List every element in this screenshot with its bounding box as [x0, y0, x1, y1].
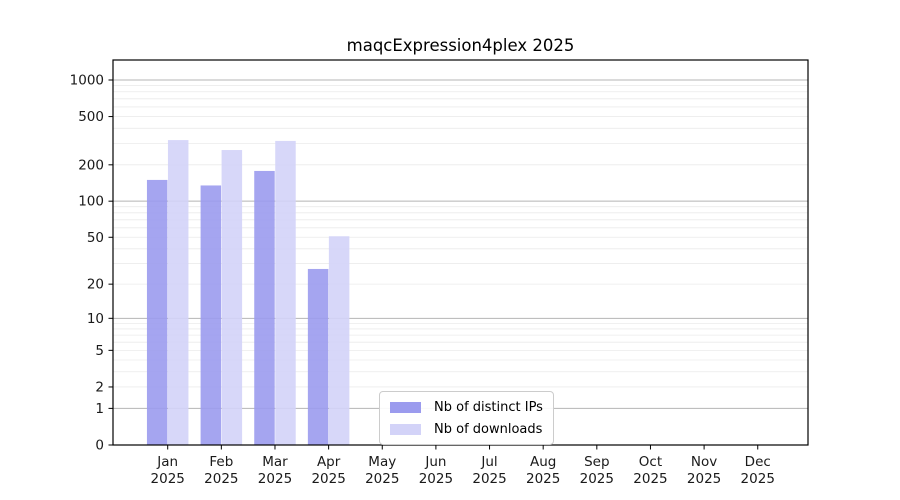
x-tick-label-month: Aug — [530, 454, 556, 470]
x-tick-label-year: 2025 — [687, 471, 721, 487]
bar-mar-downloads — [275, 140, 296, 445]
bar-apr-distinct-ips — [307, 268, 329, 445]
legend: Nb of distinct IPs Nb of downloads — [379, 391, 554, 445]
x-tick-label-month: Jun — [424, 454, 446, 470]
x-tick-label-year: 2025 — [365, 471, 399, 487]
x-tick-label-year: 2025 — [419, 471, 453, 487]
x-tick-label-year: 2025 — [472, 471, 506, 487]
bar-feb-downloads — [221, 150, 243, 445]
x-tick-label-month: May — [368, 454, 396, 470]
bar-apr-downloads — [328, 236, 350, 445]
x-tick-label-month: Apr — [317, 454, 341, 470]
y-tick-label: 500 — [78, 109, 104, 125]
x-tick-label-year: 2025 — [151, 471, 185, 487]
plot-border — [112, 59, 809, 446]
x-tick-label-year: 2025 — [258, 471, 292, 487]
x-tick-label-year: 2025 — [204, 471, 238, 487]
legend-swatch-distinct-ips — [390, 401, 421, 413]
legend-label-downloads: Nb of downloads — [434, 421, 543, 437]
y-tick-label: 1000 — [70, 73, 104, 89]
legend-item-distinct-ips: Nb of distinct IPs — [390, 399, 543, 415]
y-tick-label: 1 — [95, 401, 104, 417]
y-tick-label: 20 — [87, 277, 104, 293]
x-tick-label-month: Feb — [209, 454, 233, 470]
x-tick-label-year: 2025 — [580, 471, 614, 487]
y-tick-label: 50 — [87, 230, 104, 246]
legend-swatch-downloads — [390, 423, 421, 435]
x-tick-label-month: Jan — [156, 454, 178, 470]
x-tick-label-month: Dec — [745, 454, 771, 470]
chart-title: maqcExpression4plex 2025 — [346, 36, 575, 55]
x-tick-label-year: 2025 — [526, 471, 560, 487]
x-tick-label-month: Sep — [584, 454, 609, 470]
y-tick-label: 200 — [78, 157, 104, 173]
y-tick-label: 5 — [95, 343, 104, 359]
y-tick-label: 100 — [78, 194, 104, 210]
legend-label-distinct-ips: Nb of distinct IPs — [434, 399, 543, 415]
legend-item-downloads: Nb of downloads — [390, 421, 543, 437]
bar-feb-distinct-ips — [200, 185, 222, 446]
x-tick-label-month: Oct — [639, 454, 662, 470]
x-tick-label-month: Jul — [480, 454, 497, 470]
x-tick-label-year: 2025 — [741, 471, 775, 487]
bar-mar-distinct-ips — [254, 170, 275, 445]
y-tick-label: 2 — [95, 379, 104, 395]
bar-jan-distinct-ips — [146, 179, 168, 445]
y-tick-label: 0 — [95, 438, 104, 454]
x-tick-label-year: 2025 — [311, 471, 345, 487]
bar-jan-downloads — [167, 140, 189, 446]
y-tick-label: 10 — [87, 311, 104, 327]
x-tick-label-month: Mar — [262, 454, 288, 470]
x-tick-label-month: Nov — [691, 454, 717, 470]
x-tick-label-year: 2025 — [633, 471, 667, 487]
